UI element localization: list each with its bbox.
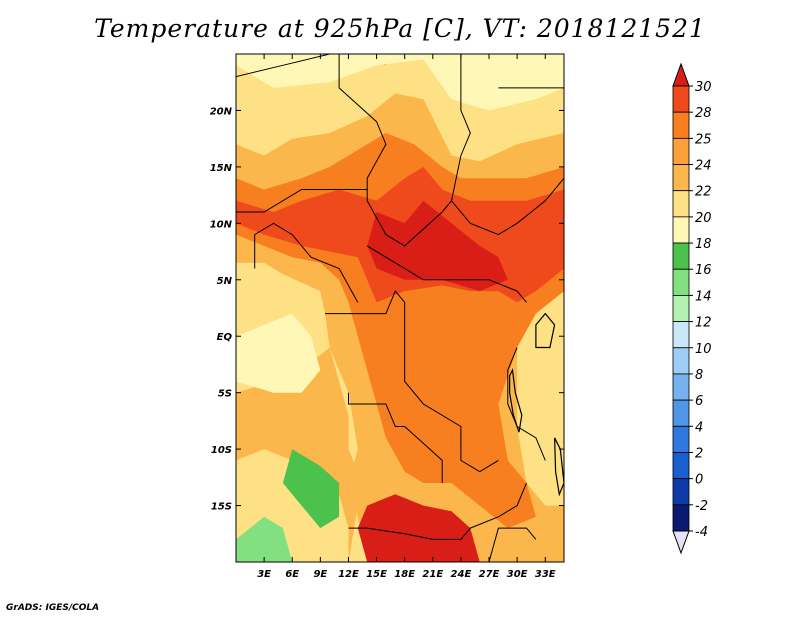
colorbar-label: 6: [695, 394, 703, 409]
temperature-region-4: [236, 54, 564, 111]
colorbar-swatch-10: [672, 347, 690, 375]
grads-credit: GrADS: IGES/COLA: [6, 603, 100, 613]
border-line-5: [236, 189, 368, 213]
lat-tick-label: 15S: [211, 502, 232, 513]
lon-tick-label: 9E: [313, 569, 327, 580]
map-frame: [235, 53, 565, 563]
colorbar-bottom-arrow: [672, 530, 690, 555]
temperature-region-14: [236, 313, 321, 393]
colorbar-swatch-0: [672, 85, 690, 113]
colorbar-swatch-11: [672, 373, 690, 401]
lon-tick-label: 27E: [479, 569, 500, 580]
colorbar-label: -2: [695, 499, 708, 514]
colorbar-swatch-7: [672, 268, 690, 296]
border-line-1: [338, 54, 387, 201]
temperature-region-13: [236, 516, 293, 562]
lat-tick-label: 15N: [210, 163, 233, 174]
lon-tick-label: 6E: [285, 569, 299, 580]
colorbar-swatch-12: [672, 399, 690, 427]
lon-tick-label: 15E: [366, 569, 387, 580]
lake-0: [535, 312, 556, 349]
colorbar-swatch-8: [672, 295, 690, 322]
colorbar-label: 12: [695, 316, 712, 331]
colorbar-label: 20: [695, 211, 712, 226]
colorbar-swatch-14: [672, 452, 690, 480]
lon-tick-label: 18E: [394, 569, 415, 580]
colorbar-swatch-16: [672, 504, 690, 532]
lon-tick-label: 21E: [422, 569, 443, 580]
colorbar-label: 30: [695, 80, 712, 95]
lon-tick-label: 24E: [451, 569, 472, 580]
colorbar-label: 4: [695, 420, 703, 435]
border-line-8: [348, 392, 443, 483]
lat-tick-label: 10S: [211, 445, 232, 456]
temperature-region-8: [367, 200, 508, 292]
border-line-9: [348, 482, 527, 540]
latitude-axis: 20N 15N 10N 5N EQ 5S 10S 15S: [210, 106, 564, 513]
colorbar-swatch-3: [672, 164, 690, 192]
colorbar-label: 25: [695, 132, 712, 147]
lon-tick-label: 3E: [257, 569, 271, 580]
country-borders: [236, 54, 564, 562]
lon-tick-label: 12E: [338, 569, 359, 580]
border-line-10: [507, 347, 546, 461]
lakes-layer: [509, 312, 564, 497]
colorbar-label: 10: [695, 342, 712, 357]
lat-tick-label: 5N: [217, 276, 233, 287]
colorbar-label: 16: [695, 263, 712, 278]
colorbar-swatch-15: [672, 478, 690, 506]
colorbar-label: 0: [695, 473, 703, 488]
colorbar-label: 8: [695, 368, 703, 383]
border-line-11: [488, 527, 537, 562]
lat-tick-label: 20N: [210, 106, 233, 117]
colorbar-label: 24: [695, 159, 712, 174]
lake-1: [509, 368, 523, 433]
colorbar-label: 14: [695, 289, 712, 304]
border-line-2: [450, 54, 564, 236]
colorbar-swatch-13: [672, 425, 690, 453]
colorbar-swatch-1: [672, 111, 690, 139]
border-line-4: [366, 245, 527, 303]
colorbar-label: 22: [695, 185, 712, 200]
colorbar-swatch-9: [672, 321, 690, 349]
colorbar-label: -4: [695, 525, 708, 540]
border-line-0: [236, 54, 330, 78]
lake-2: [554, 437, 564, 497]
lat-tick-label: EQ: [217, 332, 233, 343]
border-line-6: [254, 222, 359, 303]
temperature-region-9: [357, 494, 480, 562]
lon-tick-label: 30E: [507, 569, 528, 580]
colorbar-label: 18: [695, 237, 712, 252]
lat-tick-label: 5S: [218, 389, 232, 400]
colorbar-top-arrow: [672, 62, 690, 87]
lat-tick-label: 10N: [210, 219, 233, 230]
colorbar-swatch-6: [672, 242, 690, 270]
temperature-region-12: [282, 449, 340, 529]
chart-title: Temperature at 925hPa [C], VT: 201812152…: [94, 14, 706, 43]
colorbar-swatch-5: [672, 216, 690, 244]
colorbar-label: 2: [695, 446, 703, 461]
temperature-field: [236, 54, 564, 562]
colorbar-swatch-4: [672, 190, 690, 218]
border-line-3: [366, 200, 452, 247]
lon-tick-label: 33E: [535, 569, 556, 580]
colorbar-label: 28: [695, 106, 712, 121]
colorbar-swatch-2: [672, 137, 690, 165]
border-line-7: [325, 290, 499, 473]
longitude-axis: 3E 6E 9E 12E 15E 18E 21E 24E 27E 30E 33E: [257, 54, 556, 580]
